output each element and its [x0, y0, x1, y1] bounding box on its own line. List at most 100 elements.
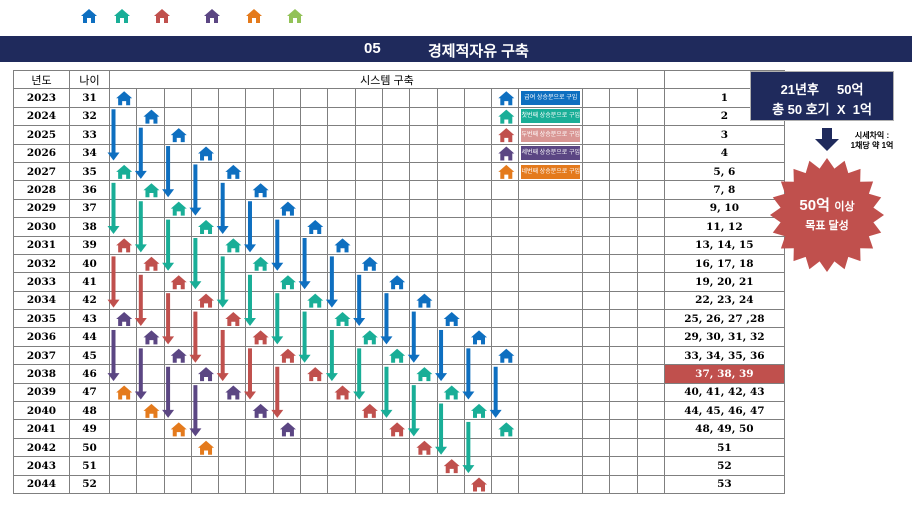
- system-cell: [636, 106, 665, 127]
- system-cell: [218, 235, 247, 255]
- system-cell: [163, 290, 192, 311]
- system-cell: [381, 198, 411, 219]
- system-cell: [381, 143, 411, 163]
- price-note-line-1: 시세차익 :: [854, 131, 890, 140]
- system-cell: [245, 106, 274, 127]
- system-cell: [491, 198, 520, 219]
- system-cell: [636, 88, 665, 108]
- age-cell: 51: [69, 456, 110, 476]
- header-year: 년도: [13, 69, 70, 90]
- system-cell: [463, 161, 493, 182]
- table-row: 2033 41 19, 20, 21: [13, 272, 785, 292]
- system-cell: [245, 161, 274, 182]
- system-cell: [463, 235, 493, 255]
- system-cell: [491, 309, 520, 329]
- section-number: 05: [364, 40, 381, 57]
- system-cell: [609, 290, 638, 311]
- system-cell: [354, 253, 383, 274]
- system-cell: [245, 456, 274, 476]
- system-cell: [518, 474, 583, 494]
- system-cell: [581, 290, 611, 311]
- system-cell: [381, 456, 411, 476]
- system-cell: [518, 437, 583, 458]
- system-cell: [436, 88, 465, 108]
- summary-box: 21년후 50억 총 50 호기 X 1억: [750, 71, 894, 121]
- system-cell: [491, 345, 520, 366]
- system-cell: [245, 235, 274, 255]
- system-cell: [491, 161, 520, 182]
- system-cell: [163, 364, 192, 384]
- system-cell: [518, 419, 583, 439]
- system-cell: [436, 401, 465, 421]
- system-cell: [136, 327, 165, 347]
- system-cell: [518, 345, 583, 366]
- system-cell: [163, 235, 192, 255]
- age-cell: 49: [69, 419, 110, 439]
- table-row: 2038 46 37, 38, 39: [13, 364, 785, 384]
- header-age: 나이: [69, 69, 110, 90]
- result-cell: 52: [663, 456, 785, 476]
- system-cell: [272, 437, 302, 458]
- system-cell: [300, 309, 329, 329]
- system-cell: [409, 437, 438, 458]
- system-cell: 세번째 상승분으로 구입: [518, 143, 583, 163]
- system-cell: [354, 419, 383, 439]
- system-cell: [381, 106, 411, 127]
- system-cell: [327, 217, 356, 237]
- system-cell: [300, 125, 329, 145]
- system-cell: [190, 180, 220, 200]
- system-cell: [636, 180, 665, 200]
- system-cell: [581, 161, 611, 182]
- system-cell: [409, 401, 438, 421]
- system-cell: [609, 180, 638, 200]
- result-cell: 25, 26, 27 ,28: [663, 309, 785, 329]
- system-cell: [381, 437, 411, 458]
- system-cell: [218, 327, 247, 347]
- system-cell: [491, 437, 520, 458]
- system-cell: [354, 217, 383, 237]
- system-cell: [272, 125, 302, 145]
- system-cell: [136, 217, 165, 237]
- system-cell: [190, 161, 220, 182]
- age-cell: 35: [69, 161, 110, 182]
- system-cell: [136, 345, 165, 366]
- system-cell: [218, 419, 247, 439]
- system-cell: [163, 456, 192, 476]
- result-cell: 29, 30, 31, 32: [663, 327, 785, 347]
- system-cell: [272, 217, 302, 237]
- system-cell: [190, 272, 220, 292]
- system-cell: [381, 290, 411, 311]
- year-cell: 2033: [13, 272, 70, 292]
- system-cell: [381, 419, 411, 439]
- system-cell: [491, 125, 520, 145]
- system-cell: [518, 198, 583, 219]
- system-cell: [108, 382, 138, 403]
- system-cell: [518, 217, 583, 237]
- system-cell: [609, 364, 638, 384]
- year-cell: 2040: [13, 401, 70, 421]
- system-cell: [327, 345, 356, 366]
- system-cell: [190, 474, 220, 494]
- table-row: 2028 36 7, 8: [13, 180, 785, 200]
- table-row: 2032 40 16, 17, 18: [13, 253, 785, 274]
- system-cell: [581, 253, 611, 274]
- system-cell: [327, 309, 356, 329]
- system-cell: [354, 88, 383, 108]
- system-cell: [609, 437, 638, 458]
- system-cell: [327, 401, 356, 421]
- system-cell: [609, 456, 638, 476]
- result-cell: 33, 34, 35, 36: [663, 345, 785, 366]
- table-row: 2040 48 44, 45, 46, 47: [13, 401, 785, 421]
- system-cell: [300, 180, 329, 200]
- system-cell: [272, 161, 302, 182]
- system-cell: [245, 419, 274, 439]
- system-cell: [245, 364, 274, 384]
- system-cell: [190, 125, 220, 145]
- system-cell: [163, 161, 192, 182]
- system-cell: [108, 88, 138, 108]
- system-cell: [581, 217, 611, 237]
- system-cell: [108, 327, 138, 347]
- system-cell: [108, 456, 138, 476]
- system-cell: [436, 143, 465, 163]
- system-cell: [381, 474, 411, 494]
